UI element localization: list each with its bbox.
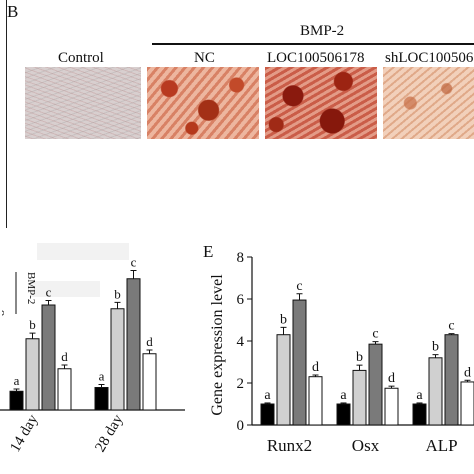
bmp2-group-line bbox=[152, 43, 474, 45]
left-category-label: 14 day bbox=[7, 412, 41, 455]
left-significance-letter: c bbox=[131, 255, 137, 270]
left-significance-letter: a bbox=[99, 369, 105, 384]
left-bar-chart: a b c d 14 day a b c d 28 day bbox=[0, 255, 185, 455]
e-y-tick-label: 0 bbox=[237, 418, 245, 434]
column-label-nc: NC bbox=[194, 50, 215, 66]
e-category-label: Runx2 bbox=[267, 436, 312, 455]
e-significance-letter: c bbox=[296, 279, 302, 294]
e-significance-letter: d bbox=[464, 365, 471, 380]
e-bar bbox=[460, 381, 474, 426]
left-significance-letter: b bbox=[29, 317, 36, 332]
e-y-tick-label: 8 bbox=[237, 250, 245, 266]
e-significance-letter: d bbox=[312, 360, 319, 375]
e-significance-letter: a bbox=[416, 388, 423, 403]
left-bar bbox=[41, 304, 56, 411]
micrograph-loc bbox=[265, 67, 377, 139]
e-bar bbox=[412, 403, 427, 426]
e-bar bbox=[384, 387, 399, 426]
left-bar bbox=[9, 390, 24, 411]
left-chart-header-box bbox=[37, 243, 129, 260]
micrograph-shloc bbox=[383, 67, 474, 139]
e-significance-letter: b bbox=[432, 340, 439, 355]
e-category-label: ALP bbox=[425, 436, 457, 455]
left-legend-bmp2: BMP-2 bbox=[25, 272, 36, 304]
e-significance-letter: b bbox=[356, 350, 363, 365]
e-bar bbox=[276, 334, 291, 426]
left-bar bbox=[110, 308, 125, 411]
left-bar bbox=[57, 368, 72, 411]
left-chart-legend-text: BMP-2 8 bbox=[0, 268, 37, 318]
e-y-tick-label: 2 bbox=[237, 376, 245, 392]
left-bar bbox=[94, 387, 109, 411]
e-significance-letter: a bbox=[340, 388, 347, 403]
e-significance-letter: c bbox=[372, 327, 378, 342]
left-significance-letter: d bbox=[146, 334, 153, 349]
left-significance-letter: d bbox=[61, 349, 68, 364]
e-bar bbox=[352, 369, 367, 426]
e-significance-letter: c bbox=[448, 319, 454, 334]
panel-b-frame bbox=[6, 0, 7, 228]
e-bar bbox=[428, 357, 443, 426]
left-bar bbox=[142, 353, 157, 411]
e-bar bbox=[444, 334, 459, 426]
e-y-tick-label: 4 bbox=[237, 334, 245, 350]
e-significance-letter: d bbox=[388, 371, 395, 386]
column-label-loc: LOC100506178 bbox=[267, 50, 365, 66]
left-significance-letter: a bbox=[14, 373, 20, 388]
panel-b-letter: B bbox=[7, 2, 19, 21]
e-significance-letter: b bbox=[280, 312, 287, 327]
left-bar bbox=[25, 338, 40, 411]
e-bar bbox=[292, 299, 307, 426]
left-significance-letter: b bbox=[114, 286, 121, 301]
e-bar bbox=[336, 403, 351, 426]
left-category-label: 28 day bbox=[92, 412, 126, 455]
left-chart-legend-box bbox=[30, 281, 100, 297]
e-category-label: Osx bbox=[352, 436, 380, 455]
column-label-control: Control bbox=[58, 50, 104, 66]
e-significance-letter: a bbox=[264, 388, 271, 403]
e-y-tick-label: 6 bbox=[237, 292, 245, 308]
e-bar bbox=[308, 376, 323, 426]
panel-e-letter: E bbox=[203, 242, 214, 261]
bmp2-group-label: BMP-2 bbox=[300, 23, 345, 39]
e-y-axis-label: Gene expression level bbox=[209, 274, 226, 416]
micrograph-nc bbox=[147, 67, 259, 139]
micrograph-control bbox=[25, 67, 141, 139]
left-legend-prefix: 8 bbox=[2, 310, 7, 316]
left-bar bbox=[126, 278, 141, 411]
left-significance-letter: c bbox=[46, 285, 52, 300]
e-bar bbox=[368, 343, 383, 426]
column-label-shloc: shLOC10050617 bbox=[385, 50, 474, 66]
e-bar bbox=[260, 403, 275, 426]
